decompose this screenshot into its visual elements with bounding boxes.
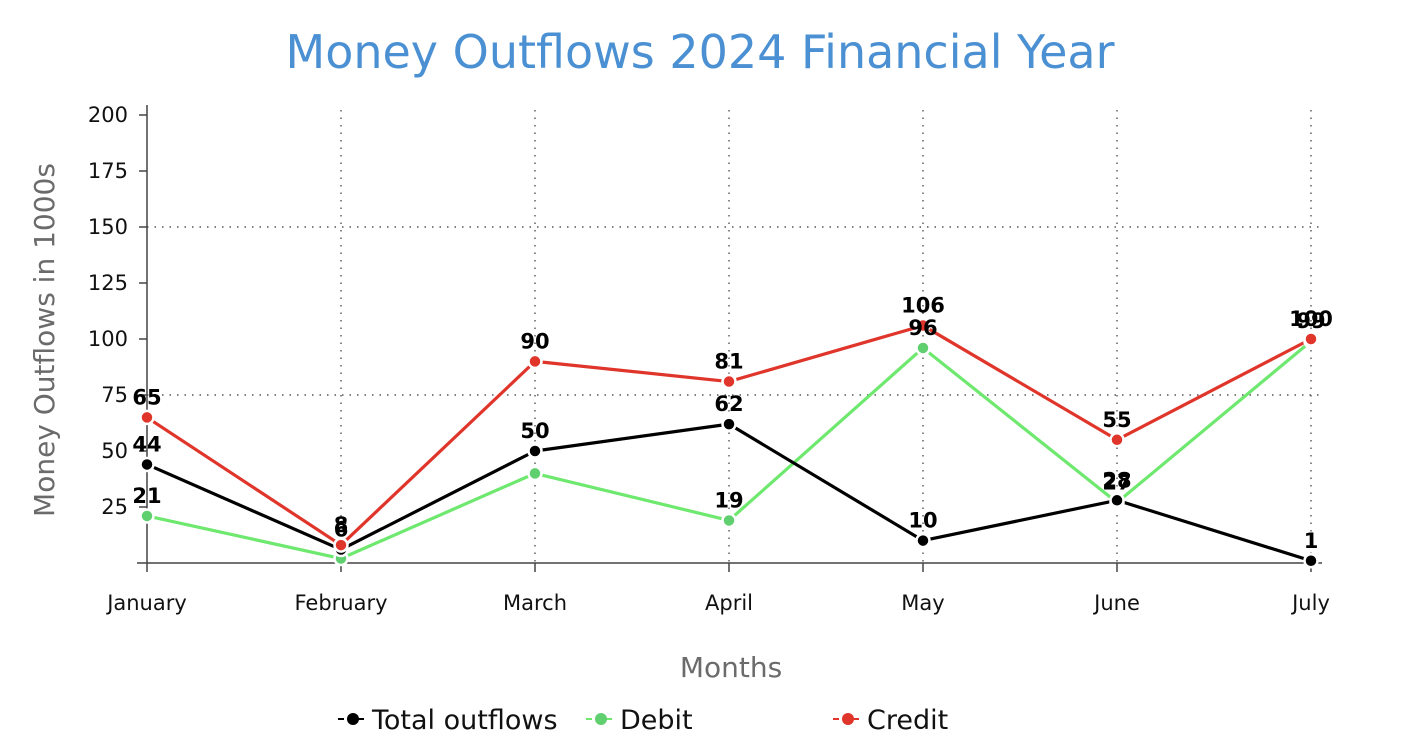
series [139, 317, 1319, 569]
data-point-credit [139, 409, 155, 426]
data-point-total-outflows [527, 443, 543, 459]
y-tick-label: 25 [101, 495, 128, 519]
data-label: 106 [901, 294, 945, 318]
y-tick-label: 125 [88, 271, 128, 295]
chart-title: Money Outflows 2024 Financial Year [286, 25, 1115, 79]
data-label: 99 [1296, 309, 1325, 333]
legend: Total outflows Debit Credit [338, 705, 948, 736]
data-point-total-outflows [1109, 492, 1125, 509]
x-tick-label: January [105, 591, 187, 615]
x-tick-label: July [1290, 591, 1330, 615]
data-point-credit [721, 373, 737, 390]
data-point-credit [1109, 432, 1125, 448]
x-tick-label: February [294, 591, 387, 615]
legend-marker [842, 713, 854, 725]
data-point-total-outflows [721, 416, 737, 432]
data-point-total-outflows [139, 456, 155, 473]
y-tick-label: 175 [88, 159, 128, 183]
y-tick-label: 50 [101, 439, 128, 463]
y-tick-label: 100 [88, 327, 128, 351]
legend-label: Total outflows [371, 705, 558, 736]
legend-item-debit: Debit [586, 705, 693, 736]
legend-marker [595, 713, 607, 725]
legend-item-total-outflows: Total outflows [338, 705, 558, 736]
legend-item-credit: Credit [833, 705, 948, 736]
data-label: 62 [714, 392, 743, 416]
data-label: 8 [334, 513, 349, 537]
y-axis-ticks: 25 50 75 100 125 150 175 200 [88, 103, 147, 519]
y-tick-label: 150 [88, 215, 128, 239]
data-label: 10 [908, 509, 937, 533]
data-label: 90 [520, 329, 549, 353]
x-tick-label: April [705, 591, 753, 615]
y-tick-label: 200 [88, 103, 128, 127]
data-label: 55 [1102, 408, 1131, 432]
data-point-credit [1303, 331, 1319, 347]
x-tick-label: June [1092, 591, 1140, 615]
legend-label: Credit [867, 705, 948, 736]
data-label: 96 [908, 316, 937, 340]
x-axis-title: Months [680, 651, 782, 684]
data-point-debit [721, 512, 737, 529]
y-tick-label: 75 [101, 383, 128, 407]
data-label: 19 [714, 488, 743, 512]
x-tick-label: May [901, 591, 944, 615]
data-point-credit [333, 537, 349, 553]
data-label: 81 [714, 350, 743, 374]
data-label: 100 [1289, 307, 1333, 331]
data-point-debit [527, 465, 543, 482]
data-point-debit [915, 340, 931, 356]
data-point-credit [915, 317, 931, 334]
data-label: 44 [132, 432, 161, 456]
data-label: 21 [132, 484, 161, 508]
data-label: 6 [334, 518, 349, 542]
data-point-debit [139, 508, 155, 524]
x-tick-label: March [503, 591, 567, 615]
data-labels: 44 6 50 62 10 28 1 21 19 96 27 99 65 8 90 81 106 55 100 [132, 294, 1333, 553]
data-point-credit [527, 353, 543, 370]
data-point-total-outflows [915, 532, 931, 549]
legend-label: Debit [620, 705, 693, 736]
data-label: 1 [1304, 529, 1319, 553]
data-label: 27 [1102, 471, 1131, 495]
data-label: 28 [1102, 468, 1131, 492]
y-axis-title: Money Outflows in 1000s [28, 163, 61, 517]
data-point-total-outflows [1303, 553, 1319, 569]
data-label: 65 [132, 385, 161, 409]
data-label: 50 [520, 419, 549, 443]
x-axis-ticks: January February March April May June July [105, 563, 1330, 615]
legend-marker [347, 713, 359, 725]
